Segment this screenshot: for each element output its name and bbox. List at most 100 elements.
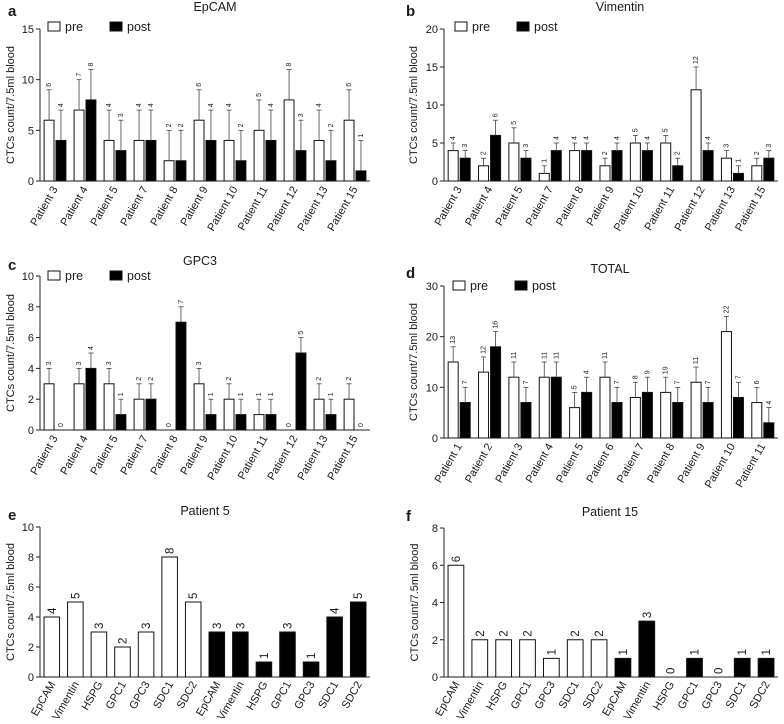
data-label: 2 [226, 377, 233, 381]
data-label: 4 [88, 346, 95, 350]
bar [590, 639, 608, 678]
x-tick-label: GPC3 [533, 680, 558, 712]
y-tick-label: 6 [28, 582, 34, 594]
bar-post [520, 402, 532, 439]
data-label: 4 [450, 136, 457, 140]
bar [566, 639, 584, 678]
data-label: 11 [553, 352, 560, 359]
data-label: 2 [166, 123, 173, 127]
bar-pre [343, 398, 355, 431]
data-label: 7 [675, 380, 682, 384]
data-label: 4 [316, 103, 323, 107]
bar-pre [720, 157, 732, 182]
y-tick-label: 10 [426, 100, 438, 112]
legend-swatch-pre [452, 280, 466, 291]
bar-pre [43, 119, 55, 182]
data-label: 7 [614, 380, 621, 384]
x-tick-label: HSPG [651, 680, 677, 713]
bar [686, 657, 703, 678]
x-tick-label: SDC1 [151, 680, 176, 711]
bar [614, 657, 632, 678]
bar-post [581, 391, 593, 439]
y-axis-label: CTCs count/7.5ml blood [409, 544, 421, 662]
x-tick-label: HSPG [80, 680, 106, 713]
data-label: 5 [632, 128, 639, 132]
data-label: 3 [766, 144, 773, 148]
y-tick-label: 4 [432, 598, 438, 610]
x-tick-label: Patient 15 [325, 434, 360, 483]
bar [184, 601, 202, 678]
bar [137, 631, 155, 678]
bar-post [550, 150, 562, 182]
legend-swatch-post [109, 21, 123, 32]
bar-pre [599, 376, 611, 439]
y-tick-label: 20 [426, 332, 438, 344]
bar-pre [569, 150, 581, 182]
bar [495, 639, 513, 678]
y-tick-label: 4 [28, 363, 34, 375]
data-label: 3 [642, 612, 654, 618]
x-tick-label: SDC2 [175, 680, 200, 711]
data-label: 4 [614, 136, 621, 140]
bar [519, 639, 536, 678]
data-label: 6 [493, 113, 500, 117]
data-label: 3 [212, 623, 224, 629]
bar-post [581, 150, 593, 182]
data-label: 4 [330, 607, 342, 614]
panel-letter: e [8, 507, 16, 524]
data-label: 5 [511, 121, 518, 125]
bar-pre [447, 361, 459, 439]
data-label: 8 [88, 63, 95, 67]
y-tick-label: 10 [426, 382, 438, 394]
data-label: 2 [499, 630, 511, 636]
bar-pre [193, 119, 205, 182]
x-tick-label: Patient 12 [673, 185, 708, 234]
panel-letter: d [406, 265, 415, 282]
y-tick-label: 10 [22, 522, 34, 534]
bar-pre [133, 139, 145, 182]
x-tick-label: Patient 15 [325, 185, 360, 234]
data-label: 2 [118, 638, 130, 644]
data-label: 11 [693, 357, 700, 364]
x-tick-label: Patient 3 [433, 185, 465, 229]
data-label: 3 [196, 361, 203, 365]
chart-title: Vimentin [596, 0, 644, 14]
bar-post [265, 414, 277, 431]
bar [114, 646, 131, 678]
x-tick-label: Patient 7 [524, 185, 556, 229]
x-tick-label: Patient 7 [118, 434, 150, 478]
data-label: 5 [572, 385, 579, 389]
bar-pre [690, 381, 702, 439]
data-label: 1 [358, 133, 365, 137]
bar-post [55, 139, 67, 182]
data-label: 4 [705, 136, 712, 140]
data-label: 5 [663, 128, 670, 132]
bar [67, 601, 84, 678]
data-label: 3 [283, 623, 295, 629]
bar-post [85, 367, 97, 431]
x-tick-label: GPC1 [269, 680, 294, 712]
data-label: 8 [286, 63, 293, 67]
data-label: 1 [268, 392, 275, 396]
y-axis-label: CTCs count/7.5ml blood [408, 303, 420, 421]
data-label: 3 [118, 113, 125, 117]
bar-post [702, 150, 714, 182]
y-tick-label: 2 [432, 635, 438, 647]
data-label: 1 [259, 653, 271, 659]
data-label: 3 [106, 361, 113, 365]
data-label: 1 [735, 159, 742, 163]
data-label: 6 [754, 380, 761, 384]
x-tick-label: SDC2 [581, 680, 606, 711]
bar-pre [253, 414, 265, 431]
x-tick-label: Patient 11 [643, 185, 678, 233]
data-label: 19 [663, 366, 670, 374]
x-tick-label: Patient 1 [433, 442, 465, 486]
x-tick-label: Patient 7 [118, 185, 150, 229]
bar-pre [223, 398, 235, 431]
data-label: 1 [546, 649, 558, 655]
data-label: 3 [235, 623, 247, 629]
bar [757, 657, 775, 678]
data-label: 2 [475, 630, 487, 636]
bar-pre [313, 398, 325, 431]
bar-post [490, 346, 502, 439]
